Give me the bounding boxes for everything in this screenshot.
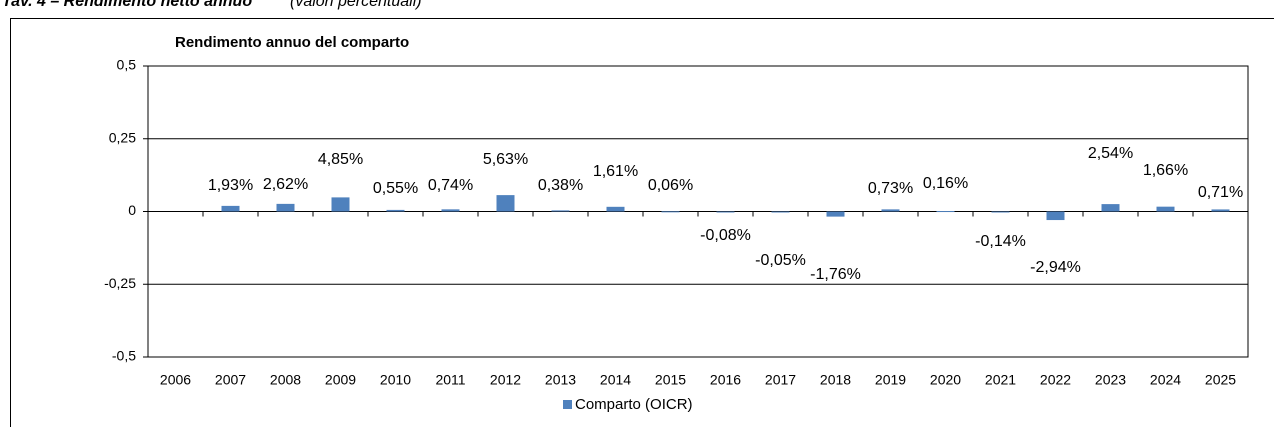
- x-tick-label: 2013: [545, 372, 576, 388]
- legend-swatch: [563, 400, 572, 409]
- x-tick-label: 2008: [270, 372, 301, 388]
- data-label: -1,76%: [810, 266, 861, 283]
- bar: [221, 205, 240, 212]
- y-tick-label: 0,5: [117, 57, 137, 73]
- data-label: 0,06%: [648, 177, 693, 194]
- x-tick-label: 2014: [600, 372, 631, 388]
- x-tick-label: 2018: [820, 372, 851, 388]
- data-label: -0,14%: [975, 233, 1026, 250]
- data-label: 0,74%: [428, 177, 473, 194]
- x-tick-label: 2023: [1095, 372, 1126, 388]
- chart-title: Rendimento annuo del comparto: [175, 34, 409, 51]
- data-label: -0,08%: [700, 227, 751, 244]
- legend-label: Comparto (OICR): [575, 396, 693, 413]
- data-label: 0,55%: [373, 180, 418, 197]
- y-tick-label: 0,25: [109, 129, 136, 145]
- caption-subtitle: (valori percentuali): [290, 0, 422, 10]
- bar: [1046, 211, 1065, 221]
- x-tick-label: 2019: [875, 372, 906, 388]
- bar: [606, 206, 625, 212]
- y-tick-label: 0: [128, 202, 136, 218]
- bar: [496, 195, 515, 212]
- x-tick-label: 2011: [435, 372, 465, 388]
- x-tick-label: 2016: [710, 372, 741, 388]
- data-label: 2,62%: [263, 176, 308, 193]
- x-tick-label: 2007: [215, 372, 246, 388]
- data-label: 1,61%: [593, 163, 638, 180]
- x-tick-label: 2012: [490, 372, 521, 388]
- data-label: 5,63%: [483, 151, 528, 168]
- x-tick-label: 2015: [655, 372, 686, 388]
- bar: [276, 203, 295, 212]
- x-tick-label: 2022: [1040, 372, 1071, 388]
- data-label: 1,66%: [1143, 162, 1188, 179]
- bar: [936, 211, 955, 213]
- bar: [716, 211, 735, 213]
- data-label: 2,54%: [1088, 145, 1133, 162]
- x-tick-label: 2009: [325, 372, 356, 388]
- bar: [1101, 204, 1120, 212]
- data-label: 4,85%: [318, 151, 363, 168]
- data-label: -0,05%: [755, 252, 806, 269]
- x-tick-label: 2010: [380, 372, 411, 388]
- data-label: 0,73%: [868, 180, 913, 197]
- data-label: 0,71%: [1198, 184, 1243, 201]
- data-label: 1,93%: [208, 177, 253, 194]
- y-tick-label: -0,5: [112, 348, 136, 364]
- x-tick-label: 2021: [985, 372, 1016, 388]
- caption-title: Tav. 4 – Rendimento netto annuo: [2, 0, 252, 10]
- data-label: 0,38%: [538, 177, 583, 194]
- bar: [441, 209, 460, 212]
- x-tick-label: 2006: [160, 372, 191, 388]
- x-tick-label: 2020: [930, 372, 961, 388]
- bar: [1156, 206, 1175, 212]
- y-tick-label: -0,25: [104, 275, 136, 291]
- bar: [386, 209, 405, 212]
- data-label: 0,16%: [923, 175, 968, 192]
- bar: [881, 209, 900, 212]
- x-tick-label: 2017: [765, 372, 796, 388]
- x-tick-label: 2025: [1205, 372, 1236, 388]
- bar: [551, 210, 570, 212]
- bar: [771, 211, 790, 213]
- bar: [991, 211, 1010, 213]
- bar: [331, 197, 350, 212]
- data-label: -2,94%: [1030, 259, 1081, 276]
- x-tick-label: 2024: [1150, 372, 1181, 388]
- bar: [826, 211, 845, 217]
- bar: [1211, 209, 1230, 212]
- bar: [661, 211, 680, 213]
- chart-frame: [10, 18, 1274, 427]
